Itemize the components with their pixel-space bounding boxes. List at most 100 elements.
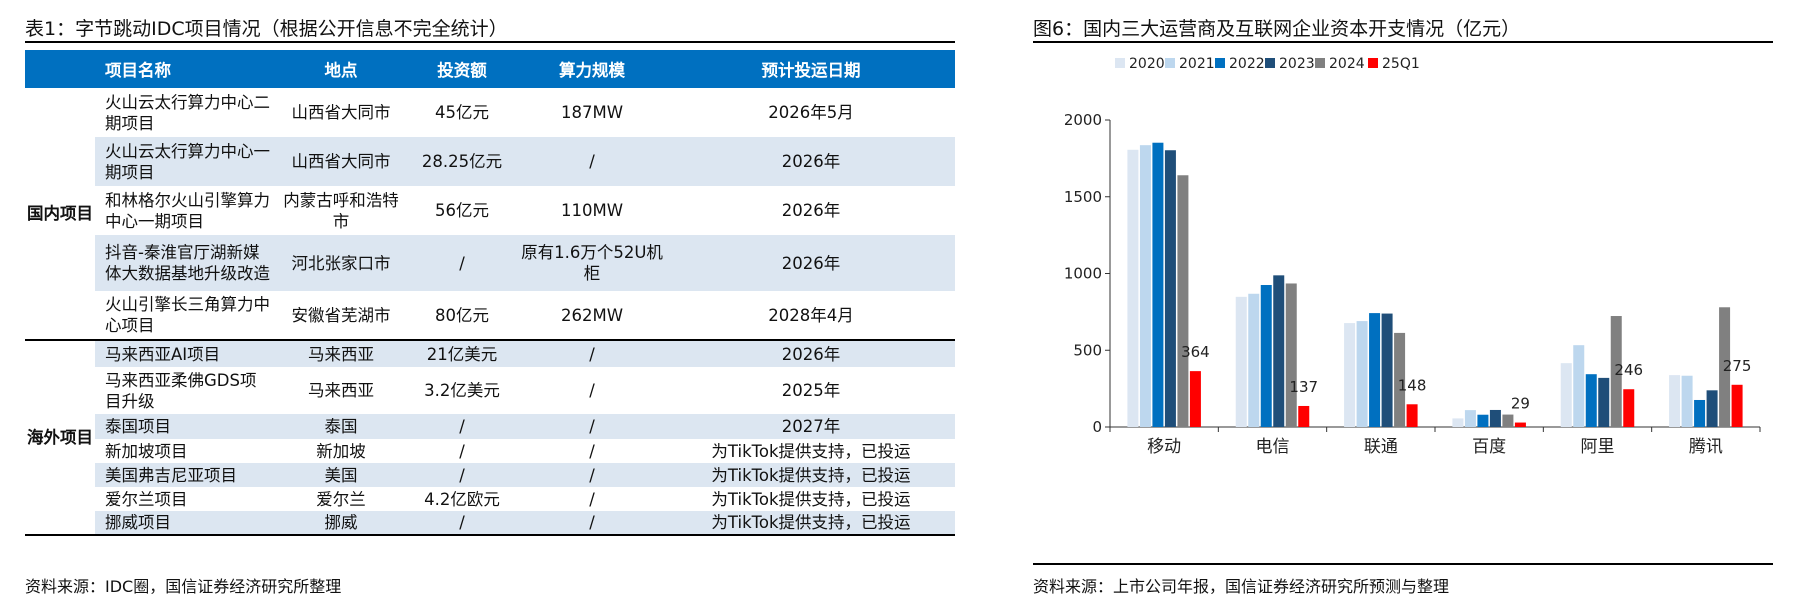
- table-row: 海外项目 马来西亚AI项目 马来西亚 21亿美元/2026年: [25, 339, 955, 536]
- cell-online-date: 2028年4月: [667, 291, 955, 340]
- x-category-label: 百度: [1472, 437, 1506, 457]
- bar-2023-电信: [1273, 275, 1285, 427]
- capex-bar-chart: 2020 2021 2022 2023 2024 25Q1 0 500 1000 1500 2000…: [1064, 56, 1761, 457]
- data-label: 275: [1723, 357, 1752, 375]
- table-row: 挪威项目 挪威 / / 为TikTok提供支持，已投运: [25, 511, 955, 536]
- cell-project-name: 火山云太行算力中心二期项目: [95, 88, 275, 137]
- legend-label: 2024: [1329, 56, 1365, 72]
- y-tick-label: 500: [1073, 341, 1102, 359]
- table-row: 新加坡项目 新加坡 / / 为TikTok提供支持，已投运: [25, 439, 955, 463]
- chart-bottom-rule: [1033, 563, 1773, 565]
- bar-2023-百度: [1489, 409, 1501, 427]
- y-tick-label: 0: [1092, 418, 1102, 436]
- bar-2023-联通: [1381, 313, 1393, 427]
- cell-location: 山西省大同市: [275, 88, 407, 137]
- legend-swatch: [1368, 58, 1378, 68]
- cell-online-date: 为TikTok提供支持，已投运: [667, 463, 955, 487]
- bar-2022-腾讯: [1694, 399, 1706, 427]
- cell-project-name: 火山引擎长三角算力中心项目: [95, 291, 275, 340]
- x-category-label: 移动: [1147, 437, 1181, 457]
- data-label: 364: [1181, 343, 1210, 361]
- cell-project-name: 马来西亚AI项目: [95, 339, 275, 367]
- bar-2024-移动: [1177, 175, 1189, 427]
- legend-swatch: [1265, 58, 1275, 68]
- cell-compute-scale: 110MW: [517, 186, 667, 235]
- bar-2023-阿里: [1598, 377, 1610, 427]
- bar-2022-阿里: [1585, 374, 1597, 427]
- cell-online-date: 2026年: [667, 339, 955, 367]
- bar-2021-联通: [1356, 321, 1368, 427]
- bar-2022-移动: [1152, 142, 1164, 427]
- table-row: 泰国项目 泰国 //2027年: [25, 414, 955, 439]
- bar-2024-联通: [1394, 332, 1406, 427]
- cell-online-date: 为TikTok提供支持，已投运: [667, 511, 955, 536]
- cell-location: 山西省大同市: [275, 137, 407, 186]
- bar-2020-阿里: [1560, 363, 1572, 427]
- cell-location: 安徽省芜湖市: [275, 291, 407, 340]
- cell-online-date: 2027年: [667, 414, 955, 439]
- data-label: 246: [1614, 361, 1643, 379]
- header-investment: 投资额: [407, 50, 517, 88]
- table-row: 马来西亚柔佛GDS项目升级 马来西亚 3.2亿美元/2025年: [25, 367, 955, 414]
- bar-2024-电信: [1285, 283, 1297, 427]
- chart-title-rule: [1033, 41, 1773, 43]
- cell-compute-scale: 262MW: [517, 291, 667, 340]
- idc-table-container: 项目名称 地点 投资额 算力规模 预计投运日期 国内项目 火山云太行算力中心二期项…: [25, 50, 955, 536]
- chart-title: 图6：国内三大运营商及互联网企业资本开支情况（亿元）: [1033, 18, 1521, 40]
- cell-compute-scale: /: [517, 414, 667, 439]
- cell-location: 美国: [275, 463, 407, 487]
- table-row: 和林格尔火山引擎算力中心一期项目 内蒙古呼和浩特市 56亿元 110MW 2026年: [25, 186, 955, 235]
- data-label: 137: [1289, 378, 1318, 396]
- bar-2022-电信: [1260, 285, 1272, 427]
- cell-compute-scale: /: [517, 367, 667, 414]
- cell-project-name: 美国弗吉尼亚项目: [95, 463, 275, 487]
- bar-2021-腾讯: [1681, 375, 1693, 427]
- cell-investment: 80亿元: [407, 291, 517, 340]
- table-row: 美国弗吉尼亚项目 美国 / / 为TikTok提供支持，已投运: [25, 463, 955, 487]
- bar-2020-联通: [1344, 323, 1356, 427]
- cell-investment: /: [407, 439, 517, 463]
- table-row: 抖音-秦淮官厅湖新媒体大数据基地升级改造 河北张家口市 / 原有1.6万个52U机柜 2…: [25, 235, 955, 291]
- cell-location: 马来西亚: [275, 367, 407, 414]
- cell-compute-scale: 187MW: [517, 88, 667, 137]
- bar-2022-百度: [1477, 414, 1489, 427]
- x-category-label: 阿里: [1581, 437, 1615, 457]
- cell-investment: 56亿元: [407, 186, 517, 235]
- cell-compute-scale: /: [517, 487, 667, 511]
- bar-25q1-腾讯: [1731, 384, 1743, 427]
- data-label: 29: [1511, 395, 1530, 413]
- cell-project-name: 新加坡项目: [95, 439, 275, 463]
- cell-location: 挪威: [275, 511, 407, 536]
- bar-25q1-联通: [1406, 404, 1418, 427]
- bar-2023-腾讯: [1706, 390, 1718, 427]
- idc-project-table: 项目名称 地点 投资额 算力规模 预计投运日期 国内项目 火山云太行算力中心二期项…: [25, 50, 955, 536]
- cell-compute-scale: 原有1.6万个52U机柜: [517, 235, 667, 291]
- bar-25q1-百度: [1514, 422, 1526, 427]
- header-compute-scale: 算力规模: [517, 50, 667, 88]
- cell-project-name: 马来西亚柔佛GDS项目升级: [95, 367, 275, 414]
- cell-project-name: 抖音-秦淮官厅湖新媒体大数据基地升级改造: [95, 235, 275, 291]
- header-online-date: 预计投运日期: [667, 50, 955, 88]
- cell-investment: 3.2亿美元: [407, 367, 517, 414]
- cell-investment: 28.25亿元: [407, 137, 517, 186]
- bar-2021-百度: [1464, 410, 1476, 427]
- bar-25q1-移动: [1189, 371, 1201, 427]
- header-group: [25, 50, 95, 88]
- legend-swatch: [1315, 58, 1325, 68]
- bar-2021-阿里: [1573, 345, 1585, 427]
- cell-location: 马来西亚: [275, 339, 407, 367]
- cell-online-date: 2026年: [667, 137, 955, 186]
- table-body: 国内项目 火山云太行算力中心二期项目 山西省大同市 45亿元 187MW 2026年5月火…: [25, 88, 955, 536]
- bar-2021-移动: [1139, 145, 1151, 427]
- cell-compute-scale: /: [517, 439, 667, 463]
- cell-online-date: 2026年: [667, 235, 955, 291]
- cell-online-date: 为TikTok提供支持，已投运: [667, 487, 955, 511]
- x-category-label: 电信: [1256, 437, 1290, 457]
- table-source: 资料来源：IDC圈，国信证券经济研究所整理: [25, 577, 342, 596]
- cell-investment: 4.2亿欧元: [407, 487, 517, 511]
- bar-2020-百度: [1452, 418, 1464, 427]
- cell-project-name: 爱尔兰项目: [95, 487, 275, 511]
- table-header-row: 项目名称 地点 投资额 算力规模 预计投运日期: [25, 50, 955, 88]
- legend-label: 2023: [1279, 56, 1315, 72]
- table-row: 国内项目 火山云太行算力中心二期项目 山西省大同市 45亿元 187MW 2026年5月: [25, 88, 955, 340]
